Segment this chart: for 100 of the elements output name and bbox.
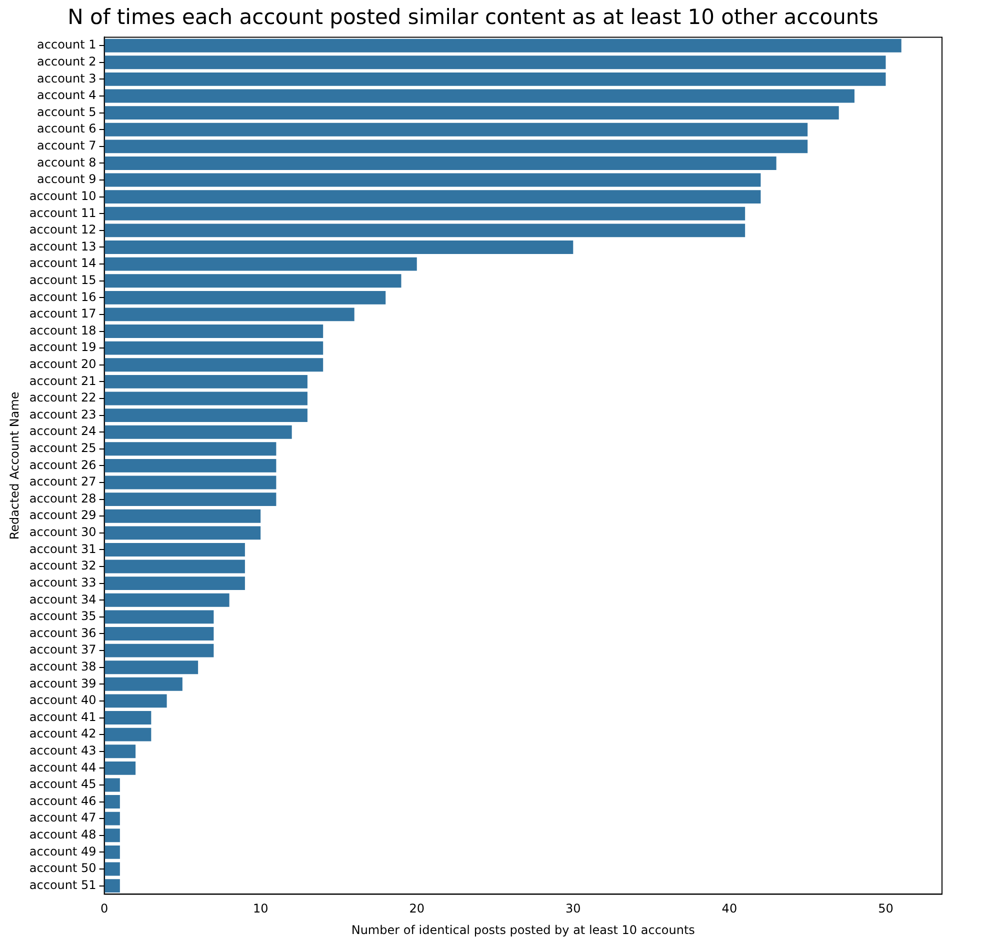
- y-tick-label: account 38: [29, 659, 96, 674]
- y-tick-label: account 24: [29, 424, 96, 438]
- y-tick-label: account 37: [29, 642, 96, 657]
- bar: [104, 72, 886, 86]
- bar: [104, 140, 808, 154]
- y-tick-label: account 48: [29, 828, 96, 842]
- bar: [104, 812, 120, 826]
- x-tick-label: 40: [722, 902, 738, 916]
- y-tick-label: account 46: [29, 794, 96, 808]
- y-tick-label: account 21: [29, 374, 96, 388]
- y-tick-label: account 14: [29, 256, 96, 270]
- bar: [104, 509, 261, 523]
- bar: [104, 425, 292, 439]
- bar: [104, 492, 276, 506]
- y-tick-label: account 27: [29, 474, 96, 489]
- bar: [104, 274, 402, 288]
- y-tick-label: account 44: [29, 760, 96, 774]
- y-tick-label: account 10: [29, 188, 96, 203]
- y-tick-label: account 31: [29, 542, 96, 556]
- y-tick-label: account 32: [29, 558, 96, 573]
- y-tick-label: account 34: [29, 592, 96, 606]
- y-tick-label: account 22: [29, 390, 96, 405]
- bar: [104, 290, 386, 304]
- bar: [104, 206, 746, 220]
- bar: [104, 442, 276, 456]
- y-tick-label: account 42: [29, 726, 96, 741]
- x-tick-label: 20: [409, 902, 425, 916]
- bar: [104, 862, 120, 876]
- y-tick-label: account 23: [29, 407, 96, 422]
- bar: [104, 122, 808, 136]
- bar: [104, 358, 324, 372]
- bar: [104, 341, 324, 355]
- y-tick-label: account 26: [29, 458, 96, 472]
- y-tick-label: account 18: [29, 323, 96, 338]
- y-tick-label: account 6: [37, 122, 96, 136]
- bar: [104, 610, 214, 624]
- bar: [104, 224, 746, 238]
- y-tick-label: account 3: [37, 71, 96, 86]
- y-tick-label: account 50: [29, 861, 96, 876]
- y-tick-label: account 40: [29, 693, 96, 708]
- y-tick-label: account 5: [37, 104, 96, 119]
- bar: [104, 190, 761, 204]
- bar: [104, 879, 120, 893]
- bar: [104, 761, 136, 775]
- bar: [104, 845, 120, 859]
- y-tick-label: account 36: [29, 626, 96, 640]
- y-tick-label: account 8: [37, 155, 96, 170]
- bar: [104, 324, 324, 338]
- y-tick-label: account 45: [29, 777, 96, 792]
- y-tick-label: account 19: [29, 340, 96, 354]
- bar: [104, 408, 308, 422]
- y-tick-label: account 11: [29, 206, 96, 220]
- y-tick-label: account 4: [37, 88, 96, 102]
- y-tick-label: account 35: [29, 609, 96, 624]
- x-axis-title: Number of identical posts posted by at least 10 accounts: [351, 922, 695, 937]
- bar: [104, 38, 902, 52]
- bar: [104, 728, 152, 742]
- bar: [104, 778, 120, 792]
- y-tick-label: account 13: [29, 239, 96, 254]
- bar: [104, 744, 136, 758]
- y-tick-label: account 43: [29, 743, 96, 758]
- y-tick-label: account 9: [37, 172, 96, 186]
- bar: [104, 576, 245, 590]
- y-tick-label: account 41: [29, 710, 96, 724]
- y-tick-label: account 28: [29, 491, 96, 506]
- chart-title: N of times each account posted similar content as at least 10 other accounts: [68, 5, 878, 30]
- bar: [104, 56, 886, 70]
- bar: [104, 627, 214, 640]
- y-tick-label: account 29: [29, 508, 96, 522]
- bar: [104, 392, 308, 406]
- x-tick-label: 30: [566, 902, 581, 916]
- y-tick-label: account 1: [37, 38, 96, 52]
- y-tick-label: account 49: [29, 844, 96, 858]
- bar: [104, 89, 854, 103]
- bar: [104, 106, 839, 120]
- x-tick-label: 10: [252, 902, 268, 916]
- y-tick-label: account 17: [29, 306, 96, 321]
- bar: [104, 257, 417, 271]
- y-tick-label: account 39: [29, 676, 96, 690]
- bar: [104, 795, 120, 808]
- bar: [104, 476, 276, 490]
- bar: [104, 593, 230, 607]
- y-tick-label: account 47: [29, 810, 96, 825]
- bar: [104, 560, 245, 574]
- y-tick-label: account 33: [29, 575, 96, 590]
- bar: [104, 240, 574, 254]
- y-tick-label: account 30: [29, 525, 96, 540]
- y-tick-label: account 15: [29, 272, 96, 287]
- bar: [104, 308, 354, 322]
- bar: [104, 660, 198, 674]
- bar: [104, 374, 308, 388]
- y-tick-label: account 51: [29, 878, 96, 892]
- x-tick-label: 0: [100, 902, 108, 916]
- bar: [104, 543, 245, 556]
- y-tick-label: account 20: [29, 357, 96, 371]
- y-tick-label: account 7: [37, 138, 96, 153]
- y-tick-label: account 2: [37, 54, 96, 69]
- y-tick-label: account 16: [29, 290, 96, 304]
- bar: [104, 677, 182, 691]
- bar: [104, 828, 120, 842]
